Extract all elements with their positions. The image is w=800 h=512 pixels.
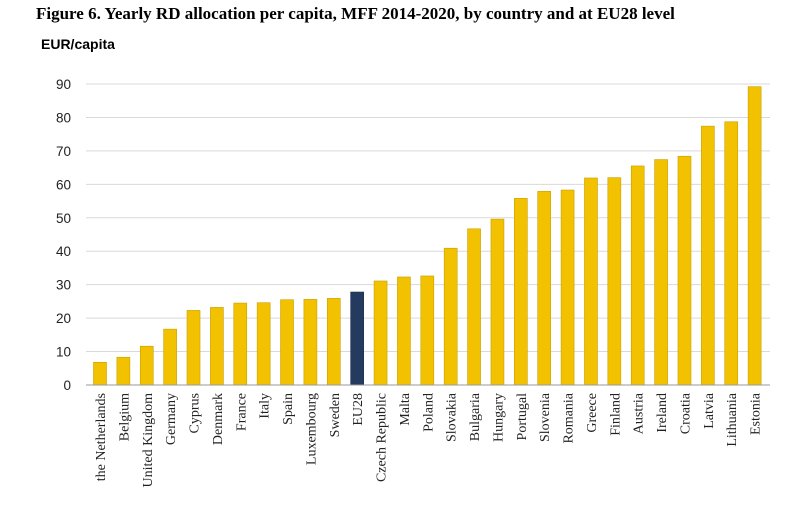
y-tick-label: 0 [63, 378, 71, 393]
bar-poland [420, 275, 435, 386]
bar-denmark [210, 307, 224, 386]
category-label: Slovenia [538, 392, 553, 442]
category-label: Latvia [702, 392, 717, 429]
category-label: Sweden [328, 393, 343, 437]
category-label: EU28 [351, 393, 366, 426]
bars [93, 86, 762, 386]
bar-latvia [701, 125, 715, 386]
category-label: Portugal [515, 393, 530, 441]
bar-ireland [654, 159, 668, 386]
figure-title: Figure 6. Yearly RD allocation per capit… [36, 4, 675, 23]
y-tick-label: 40 [56, 244, 71, 259]
category-label: Malta [398, 392, 413, 425]
bar-malta [397, 276, 411, 386]
category-label: Hungary [491, 393, 506, 442]
y-tick-label: 10 [56, 345, 71, 360]
y-tick-label: 60 [56, 177, 71, 192]
category-label: Austria [632, 392, 647, 434]
category-label: Bulgaria [468, 392, 483, 441]
bar-hungary [490, 218, 505, 386]
y-tick-labels: 0 10 20 30 40 50 60 70 80 90 [56, 77, 71, 393]
bar-slovenia [537, 191, 552, 386]
category-label: Lithuania [725, 392, 740, 446]
category-label: Slovakia [445, 392, 460, 442]
bar-croatia [677, 155, 692, 386]
bar-czech-republic [373, 280, 388, 386]
bar-finland [607, 177, 622, 386]
bar-united-kingdom [139, 345, 154, 386]
bar-italy [256, 302, 271, 386]
bar-germany [163, 328, 177, 386]
y-axis-unit-label: EUR/capita [41, 36, 115, 52]
bar-romania [560, 189, 575, 386]
y-tick-label: 20 [56, 311, 71, 326]
bar-bulgaria [467, 228, 481, 386]
bar-slovakia [443, 247, 458, 386]
category-label: Estonia [749, 392, 764, 435]
category-label: Croatia [678, 392, 693, 434]
category-label: United Kingdom [141, 393, 156, 488]
bar-luxembourg [303, 299, 318, 386]
bar-estonia [747, 86, 762, 386]
y-tick-label: 50 [56, 211, 71, 226]
bar-spain [280, 299, 294, 386]
category-label: the Netherlands [94, 393, 109, 481]
category-label: Spain [281, 393, 296, 425]
bar-sweden [326, 298, 341, 386]
category-label: Italy [258, 393, 273, 419]
y-tick-label: 90 [56, 77, 71, 92]
category-label: Finland [608, 393, 623, 436]
category-label: Czech Republic [375, 393, 390, 482]
category-labels: the Netherlands Belgium United Kingdom Germ… [94, 392, 764, 487]
bar-eu28 [350, 291, 364, 386]
bar-belgium [116, 356, 131, 386]
bar-lithuania [724, 121, 739, 386]
bar-cyprus [186, 310, 201, 386]
category-label: Greece [585, 393, 600, 433]
category-label: Cyprus [188, 393, 203, 433]
y-tick-label: 80 [56, 110, 71, 125]
category-label: Luxembourg [304, 393, 319, 465]
category-label: Germany [164, 393, 179, 445]
category-label: Ireland [655, 393, 670, 433]
bar-portugal [514, 198, 528, 386]
y-tick-label: 70 [56, 144, 71, 159]
bar-greece [584, 177, 598, 386]
bar-austria [630, 165, 645, 386]
category-label: France [234, 393, 249, 431]
category-label: Romania [562, 392, 577, 443]
category-label: Denmark [211, 393, 226, 445]
bar-france [233, 302, 248, 386]
category-label: Belgium [117, 393, 132, 441]
y-tick-label: 30 [56, 278, 71, 293]
bar-the-netherlands [93, 361, 107, 386]
category-label: Poland [421, 393, 436, 432]
